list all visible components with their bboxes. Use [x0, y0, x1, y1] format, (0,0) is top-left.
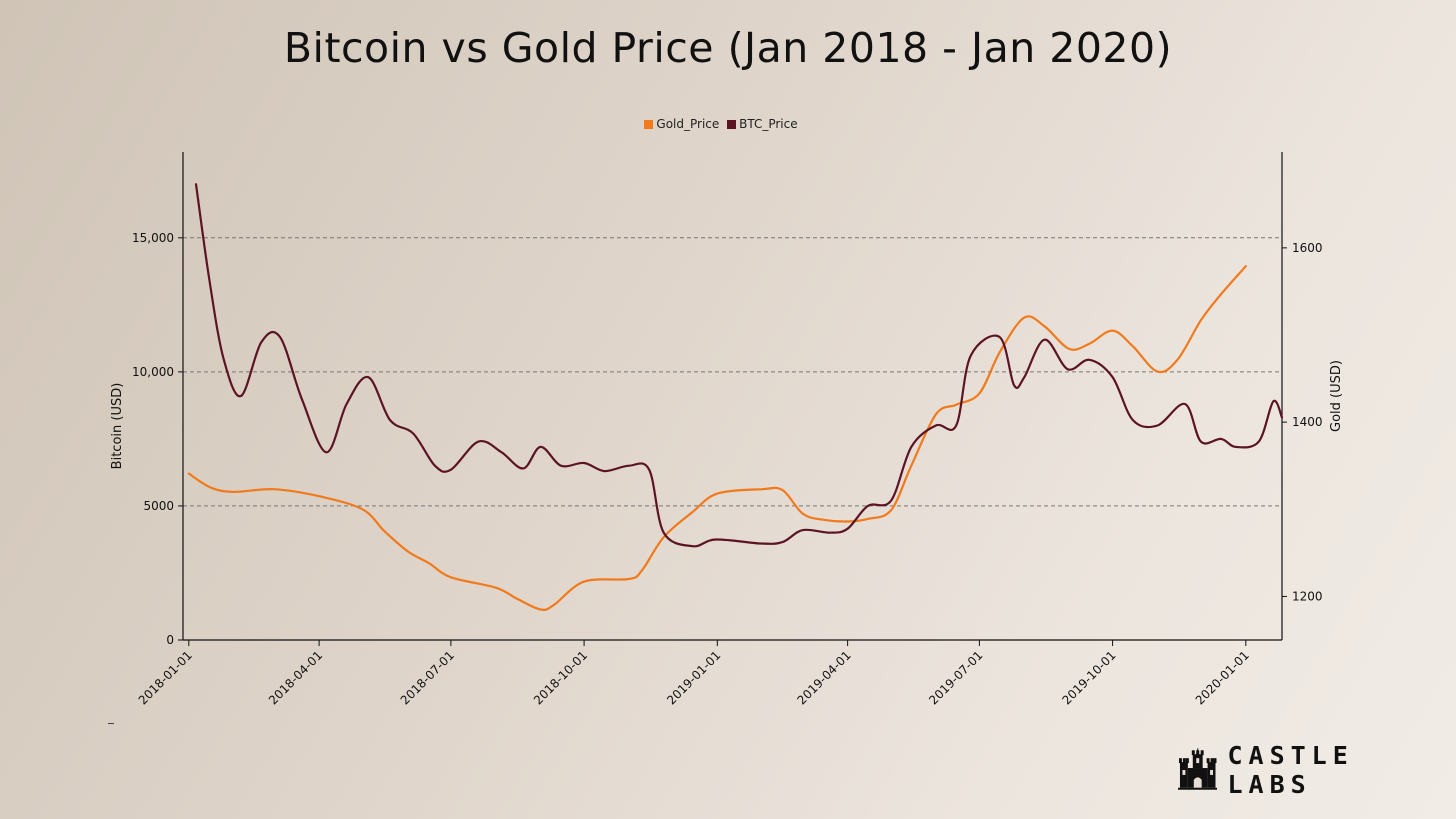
y-right-axis-title: Gold (USD) [1329, 360, 1344, 432]
y-left-tick-label-1: 5000 [143, 499, 174, 513]
y-left-tick-label-0: 0 [166, 633, 174, 647]
x-tick-label-7: 2019-10-01 [1059, 648, 1118, 707]
x-tick-label-4: 2019-01-01 [664, 648, 723, 707]
legend-item-btc[interactable]: BTC_Price [727, 117, 798, 131]
castle-icon [1178, 748, 1218, 790]
y-right-tick-label-2: 1600 [1292, 241, 1323, 255]
stray-mark [108, 723, 114, 724]
x-tick-label-6: 2019-07-01 [926, 648, 985, 707]
series-line-btc-price [194, 183, 1284, 548]
legend-label-gold: Gold_Price [656, 117, 720, 131]
x-tick-label-1: 2018-04-01 [266, 648, 325, 707]
logo-text: CASTLE LABS [1227, 741, 1354, 799]
x-tick-label-5: 2019-04-01 [795, 648, 854, 707]
x-tick-label-3: 2018-10-01 [531, 648, 590, 707]
castle-labs-logo: CASTLE LABS [1178, 741, 1456, 799]
y-left-tick-label-2: 10,000 [132, 365, 174, 379]
series-line-gold-price [187, 265, 1247, 611]
y-right-tick-label-1: 1400 [1292, 415, 1323, 429]
legend-swatch-gold [644, 119, 654, 129]
y-right-tick-label-0: 1200 [1292, 589, 1323, 603]
y-left-tick-label-3: 15,000 [132, 231, 174, 245]
legend-swatch-btc [727, 119, 737, 129]
legend-label-btc: BTC_Price [739, 117, 798, 131]
legend: Gold_Price BTC_Price [0, 117, 1442, 132]
legend-item-gold[interactable]: Gold_Price [644, 117, 719, 131]
x-tick-label-8: 2020-01-01 [1193, 648, 1252, 707]
x-tick-label-0: 2018-01-01 [136, 648, 195, 707]
x-tick-label-2: 2018-07-01 [398, 648, 457, 707]
y-left-axis-title: Bitcoin (USD) [110, 383, 125, 470]
chart-title: Bitcoin vs Gold Price (Jan 2018 - Jan 20… [283, 24, 1173, 72]
